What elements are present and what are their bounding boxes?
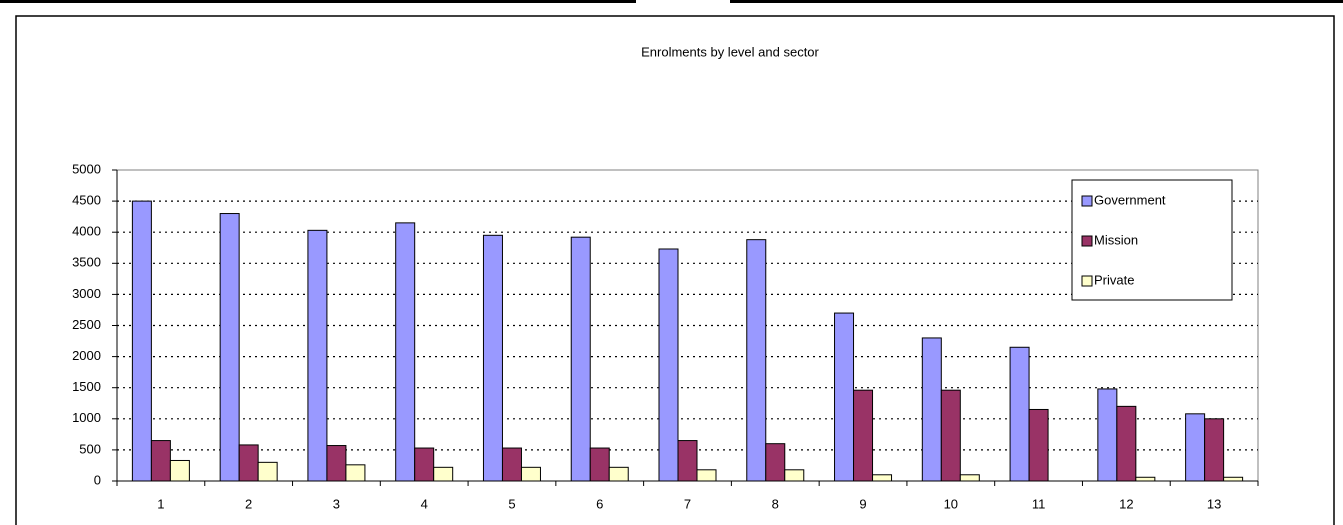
bar: [746, 239, 767, 482]
legend-swatch: [1081, 195, 1093, 207]
legend-label: Mission: [1094, 232, 1138, 247]
bar: [307, 229, 328, 482]
x-tick-label: 2: [245, 496, 252, 511]
legend-label: Private: [1094, 272, 1134, 287]
x-tick-label: 9: [859, 496, 866, 511]
y-tick-label: 2000: [72, 348, 101, 363]
bar: [658, 248, 679, 482]
bar: [169, 459, 190, 482]
bar: [1185, 413, 1206, 482]
x-tick-label: 12: [1119, 496, 1133, 511]
bar: [1009, 346, 1030, 482]
bar: [853, 389, 874, 482]
x-tick-label: 3: [333, 496, 340, 511]
x-tick-label: 8: [772, 496, 779, 511]
bar: [1135, 476, 1156, 482]
bar: [940, 389, 961, 482]
bar: [696, 469, 717, 482]
bar: [414, 447, 435, 482]
bar: [219, 213, 240, 482]
bar: [1028, 408, 1049, 482]
y-tick-label: 3500: [72, 255, 101, 270]
y-tick-label: 3000: [72, 286, 101, 301]
bar: [608, 466, 629, 482]
y-tick-label: 1500: [72, 379, 101, 394]
bar: [433, 466, 454, 482]
bar: [1116, 405, 1137, 482]
bar: [765, 443, 786, 482]
bar: [482, 234, 503, 482]
legend-box: [1071, 179, 1233, 301]
bar: [345, 464, 366, 482]
bar: [570, 236, 591, 482]
y-tick-label: 4000: [72, 224, 101, 239]
y-tick-label: 500: [79, 441, 101, 456]
top-border: [0, 0, 636, 3]
bar: [1223, 476, 1244, 482]
x-tick-label: 6: [596, 496, 603, 511]
y-tick-label: 2500: [72, 317, 101, 332]
chart-title: Enrolments by level and sector: [641, 44, 819, 59]
bar: [589, 447, 610, 482]
legend-swatch: [1081, 275, 1093, 287]
legend-swatch: [1081, 235, 1093, 247]
x-tick-label: 4: [421, 496, 428, 511]
bar: [326, 445, 347, 482]
bar: [150, 440, 171, 482]
bar: [921, 337, 942, 482]
x-tick-label: 13: [1207, 496, 1221, 511]
legend-label: Government: [1094, 192, 1166, 207]
bar: [1204, 418, 1225, 482]
bar: [784, 469, 805, 482]
y-tick-label: 5000: [72, 161, 101, 176]
top-border: [730, 0, 1343, 3]
y-tick-label: 0: [94, 472, 101, 487]
bar: [677, 440, 698, 482]
x-tick-label: 10: [944, 496, 958, 511]
bar: [257, 461, 278, 482]
bar: [872, 474, 893, 482]
bar: [959, 474, 980, 482]
y-tick-label: 1000: [72, 410, 101, 425]
x-tick-label: 1: [157, 496, 164, 511]
bar: [131, 200, 152, 482]
y-tick-label: 4500: [72, 193, 101, 208]
bar: [834, 312, 855, 482]
bar: [1097, 388, 1118, 482]
x-tick-label: 7: [684, 496, 691, 511]
bar: [520, 466, 541, 482]
bar: [501, 447, 522, 482]
bar: [238, 444, 259, 482]
x-tick-label: 11: [1032, 496, 1046, 511]
bar: [395, 222, 416, 482]
x-tick-label: 5: [508, 496, 515, 511]
